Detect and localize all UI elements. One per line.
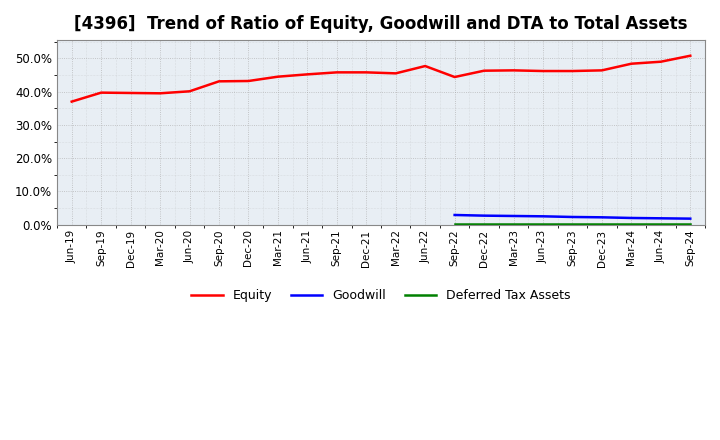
Equity xyxy=(568,68,577,73)
Goodwill xyxy=(450,213,459,218)
Deferred Tax Assets xyxy=(539,222,547,227)
Equity xyxy=(392,71,400,76)
Equity xyxy=(421,63,430,69)
Goodwill xyxy=(657,216,665,221)
Equity xyxy=(480,68,488,73)
Goodwill xyxy=(480,213,488,218)
Equity xyxy=(68,99,76,104)
Equity xyxy=(627,61,636,66)
Equity xyxy=(686,53,695,59)
Equity xyxy=(215,79,223,84)
Deferred Tax Assets xyxy=(568,222,577,227)
Equity xyxy=(598,68,606,73)
Deferred Tax Assets xyxy=(627,222,636,227)
Equity xyxy=(185,89,194,94)
Goodwill xyxy=(568,214,577,220)
Equity xyxy=(539,68,547,73)
Title: [4396]  Trend of Ratio of Equity, Goodwill and DTA to Total Assets: [4396] Trend of Ratio of Equity, Goodwil… xyxy=(74,15,688,33)
Equity xyxy=(97,90,106,95)
Equity xyxy=(450,74,459,80)
Line: Goodwill: Goodwill xyxy=(454,215,690,219)
Goodwill xyxy=(627,215,636,220)
Goodwill xyxy=(686,216,695,221)
Deferred Tax Assets xyxy=(598,222,606,227)
Equity xyxy=(362,70,371,75)
Equity xyxy=(156,91,164,96)
Equity xyxy=(126,90,135,95)
Equity xyxy=(509,68,518,73)
Goodwill xyxy=(598,215,606,220)
Deferred Tax Assets xyxy=(657,222,665,227)
Deferred Tax Assets xyxy=(480,222,488,227)
Equity xyxy=(333,70,341,75)
Goodwill xyxy=(539,214,547,219)
Equity xyxy=(244,78,253,84)
Equity xyxy=(657,59,665,64)
Deferred Tax Assets xyxy=(450,222,459,227)
Deferred Tax Assets xyxy=(686,222,695,227)
Goodwill xyxy=(509,213,518,219)
Equity xyxy=(274,74,282,79)
Deferred Tax Assets xyxy=(509,222,518,227)
Equity xyxy=(303,72,312,77)
Line: Equity: Equity xyxy=(72,56,690,102)
Legend: Equity, Goodwill, Deferred Tax Assets: Equity, Goodwill, Deferred Tax Assets xyxy=(186,284,575,307)
